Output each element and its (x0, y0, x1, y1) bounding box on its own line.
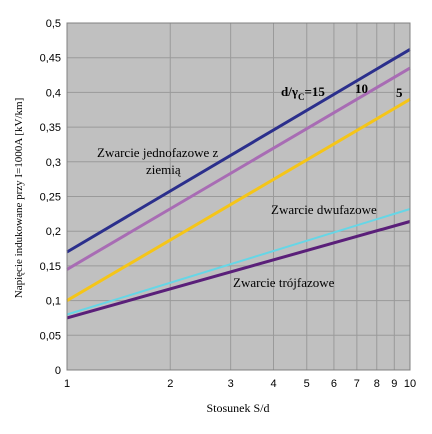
y-tick-label: 0,25 (40, 192, 61, 204)
series-line-5 (66, 220, 411, 320)
x-tick-label: 9 (391, 378, 397, 390)
series-line-2 (66, 66, 411, 271)
ratio-sub: C (298, 92, 305, 102)
x-tick-label: 7 (354, 378, 360, 390)
y-tick-label: 0 (55, 365, 61, 377)
series-line-1 (66, 48, 411, 254)
series-line-3 (66, 98, 411, 302)
series-group (66, 48, 411, 320)
y-tick-labels: 0 0,05 0,1 0,15 0,2 0,25 0,3 0,35 0,4 0,45 0,5 (40, 18, 61, 377)
x-axis-label: Stosunek S/d (206, 401, 269, 415)
annotation-ratio: d/γC=15 (281, 84, 325, 102)
x-tick-label: 10 (404, 378, 416, 390)
x-tick-label: 6 (331, 378, 337, 390)
y-tick-label: 0,45 (40, 53, 61, 65)
x-tick-label: 4 (270, 378, 276, 390)
annotation-ratio-10: 10 (355, 81, 368, 96)
series-line-4 (66, 208, 411, 316)
y-tick-label: 0,3 (46, 157, 61, 169)
x-tick-label: 5 (304, 378, 310, 390)
y-axis-label: Napięcie indukowane przy I=1000A [kV/km] (13, 98, 25, 298)
y-tick-label: 0,05 (40, 330, 61, 342)
y-tick-label: 0,35 (40, 122, 61, 134)
annotation-single-phase-line1: Zwarcie jednofazowe z (97, 145, 218, 160)
annotation-single-phase-line2: ziemią (146, 162, 181, 177)
x-tick-label: 8 (374, 378, 380, 390)
y-tick-label: 0,4 (46, 87, 61, 99)
y-tick-label: 0,1 (46, 296, 61, 308)
x-tick-label: 2 (167, 378, 173, 390)
ratio-main: d/γ (281, 84, 298, 99)
annotation-three-phase: Zwarcie trójfazowe (233, 275, 335, 290)
y-tick-label: 0,2 (46, 226, 61, 238)
annotation-ratio-5: 5 (396, 85, 403, 100)
x-tick-label: 1 (64, 378, 70, 390)
x-tick-label: 3 (228, 378, 234, 390)
y-tick-label: 0,15 (40, 261, 61, 273)
annotation-two-phase: Zwarcie dwufazowe (271, 202, 377, 217)
plot-border (66, 22, 411, 371)
y-tick-label: 0,5 (46, 18, 61, 30)
ratio-eq: =15 (304, 84, 325, 99)
x-tick-labels: 1 2 3 4 5 6 7 8 9 10 (64, 378, 416, 390)
